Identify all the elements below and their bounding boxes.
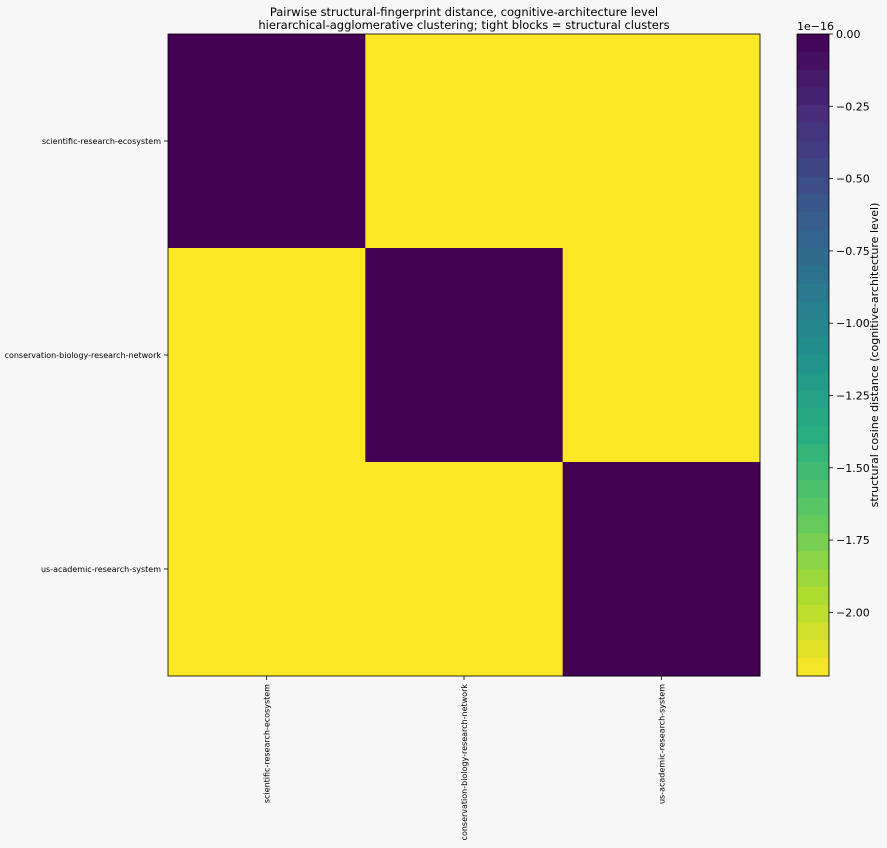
- heatmap-cell: [365, 248, 564, 463]
- row-label: scientific-research-ecosystem: [42, 137, 161, 146]
- row-label: us-academic-research-system: [41, 565, 161, 574]
- colorbar-tick-label: −1.25: [836, 389, 870, 402]
- colorbar-band: [797, 230, 829, 249]
- colorbar-band: [797, 301, 829, 320]
- colorbar-band: [797, 569, 829, 588]
- colorbar-band: [797, 658, 829, 677]
- colorbar-band: [797, 51, 829, 71]
- colorbar-tick-label: 0.00: [836, 28, 861, 41]
- colorbar-band: [797, 372, 829, 392]
- colorbar-band: [797, 212, 829, 231]
- colorbar-label: structural cosine distance (cognitive-ar…: [868, 203, 881, 508]
- heatmap-cell: [562, 462, 761, 677]
- row-label: conservation-biology-research-network: [5, 351, 162, 360]
- heatmap-cells: [168, 34, 761, 677]
- colorbar-band: [797, 586, 829, 606]
- colorbar-band: [797, 158, 829, 178]
- colorbar-band: [797, 479, 829, 499]
- colorbar-band: [797, 248, 829, 267]
- colorbar-band: [797, 337, 829, 356]
- colorbar-band: [797, 462, 829, 481]
- colorbar-band: [797, 497, 829, 516]
- heatmap-cell: [168, 34, 366, 249]
- heatmap-cell: [365, 34, 564, 249]
- column-label: conservation-biology-research-network: [460, 684, 469, 841]
- column-label: scientific-research-ecosystem: [263, 684, 272, 803]
- colorbar-tick-label: −1.00: [836, 317, 870, 330]
- colorbar-band: [797, 265, 829, 285]
- colorbar-band: [797, 515, 829, 534]
- chart-title: Pairwise structural-fingerprint distance…: [270, 5, 658, 19]
- colorbar-tick-label: −0.50: [836, 173, 870, 186]
- colorbar-band: [797, 444, 829, 463]
- colorbar-band: [797, 105, 829, 124]
- colorbar-band: [797, 123, 829, 142]
- column-label: us-academic-research-system: [657, 684, 666, 804]
- colorbar-tick-label: −1.50: [836, 462, 870, 475]
- heatmap-cell: [168, 248, 366, 463]
- colorbar-tick-label: −0.75: [836, 245, 870, 258]
- chart-subtitle: hierarchical-agglomerative clustering; t…: [258, 18, 669, 32]
- colorbar-band: [797, 34, 829, 53]
- heatmap-cell: [168, 462, 366, 677]
- colorbar-band: [797, 426, 829, 445]
- colorbar-band: [797, 176, 829, 195]
- colorbar-band: [797, 533, 829, 552]
- heatmap-cell: [562, 34, 761, 249]
- colorbar-band: [797, 194, 829, 213]
- colorbar-offset-text: 1e−16: [797, 20, 834, 33]
- colorbar-band: [797, 69, 829, 88]
- colorbar-band: [797, 390, 829, 409]
- colorbar-band: [797, 604, 829, 623]
- colorbar-band: [797, 551, 829, 570]
- heatmap-cell: [365, 462, 564, 677]
- colorbar-ticks: 0.00 −0.25 −0.50 −0.75 −1.00 −1.25 −1.50 −1.75 −…: [829, 28, 870, 619]
- colorbar-band: [797, 87, 829, 106]
- colorbar-tick-label: −0.25: [836, 100, 870, 113]
- colorbar-tick-label: −2.00: [836, 606, 870, 619]
- colorbar-band: [797, 622, 829, 641]
- row-labels: scientific-research-ecosystem conservatio…: [5, 137, 168, 574]
- colorbar-frame: [796, 33, 830, 677]
- colorbar-tick-label: −1.75: [836, 534, 870, 547]
- colorbar-band: [797, 408, 829, 427]
- heatmap-cell: [562, 248, 761, 463]
- colorbar-band: [797, 640, 829, 659]
- colorbar-band: [797, 355, 829, 374]
- colorbar-band: [797, 141, 829, 160]
- colorbar-band: [797, 283, 829, 302]
- column-labels: scientific-research-ecosystem conservatio…: [263, 676, 666, 841]
- colorbar-bands: [797, 34, 829, 677]
- colorbar-band: [797, 319, 829, 338]
